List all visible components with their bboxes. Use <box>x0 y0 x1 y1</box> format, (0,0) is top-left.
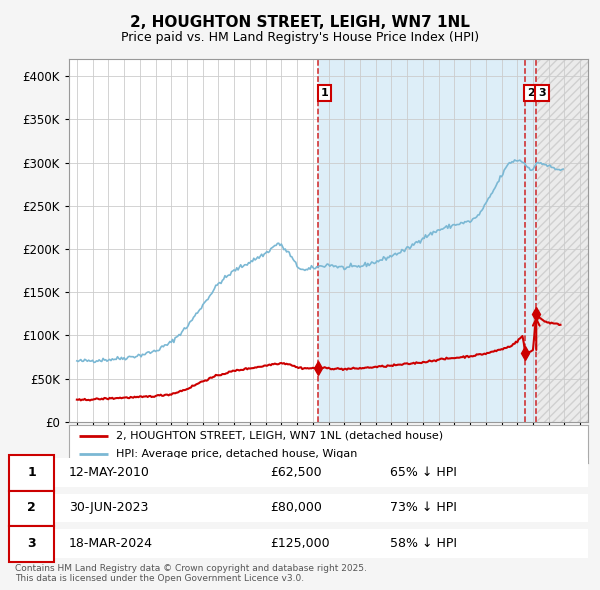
Text: 65% ↓ HPI: 65% ↓ HPI <box>390 466 457 479</box>
Text: 58% ↓ HPI: 58% ↓ HPI <box>390 537 457 550</box>
Text: 12-MAY-2010: 12-MAY-2010 <box>69 466 150 479</box>
Text: £125,000: £125,000 <box>270 537 329 550</box>
Text: 2: 2 <box>27 502 36 514</box>
Text: Price paid vs. HM Land Registry's House Price Index (HPI): Price paid vs. HM Land Registry's House … <box>121 31 479 44</box>
Bar <box>536 59 588 422</box>
Text: 2, HOUGHTON STREET, LEIGH, WN7 1NL: 2, HOUGHTON STREET, LEIGH, WN7 1NL <box>130 15 470 30</box>
Text: 1: 1 <box>320 88 328 98</box>
Bar <box>536 59 588 422</box>
Bar <box>319 59 536 422</box>
Text: £80,000: £80,000 <box>270 502 322 514</box>
Text: 3: 3 <box>538 88 546 98</box>
Text: 18-MAR-2024: 18-MAR-2024 <box>69 537 153 550</box>
Text: 1: 1 <box>27 466 36 479</box>
Text: 2: 2 <box>527 88 535 98</box>
Text: Contains HM Land Registry data © Crown copyright and database right 2025.
This d: Contains HM Land Registry data © Crown c… <box>15 563 367 583</box>
Text: £62,500: £62,500 <box>270 466 322 479</box>
Text: 3: 3 <box>27 537 36 550</box>
Text: 73% ↓ HPI: 73% ↓ HPI <box>390 502 457 514</box>
Text: HPI: Average price, detached house, Wigan: HPI: Average price, detached house, Wiga… <box>116 448 357 458</box>
Text: 2, HOUGHTON STREET, LEIGH, WN7 1NL (detached house): 2, HOUGHTON STREET, LEIGH, WN7 1NL (deta… <box>116 431 443 441</box>
Text: 30-JUN-2023: 30-JUN-2023 <box>69 502 148 514</box>
